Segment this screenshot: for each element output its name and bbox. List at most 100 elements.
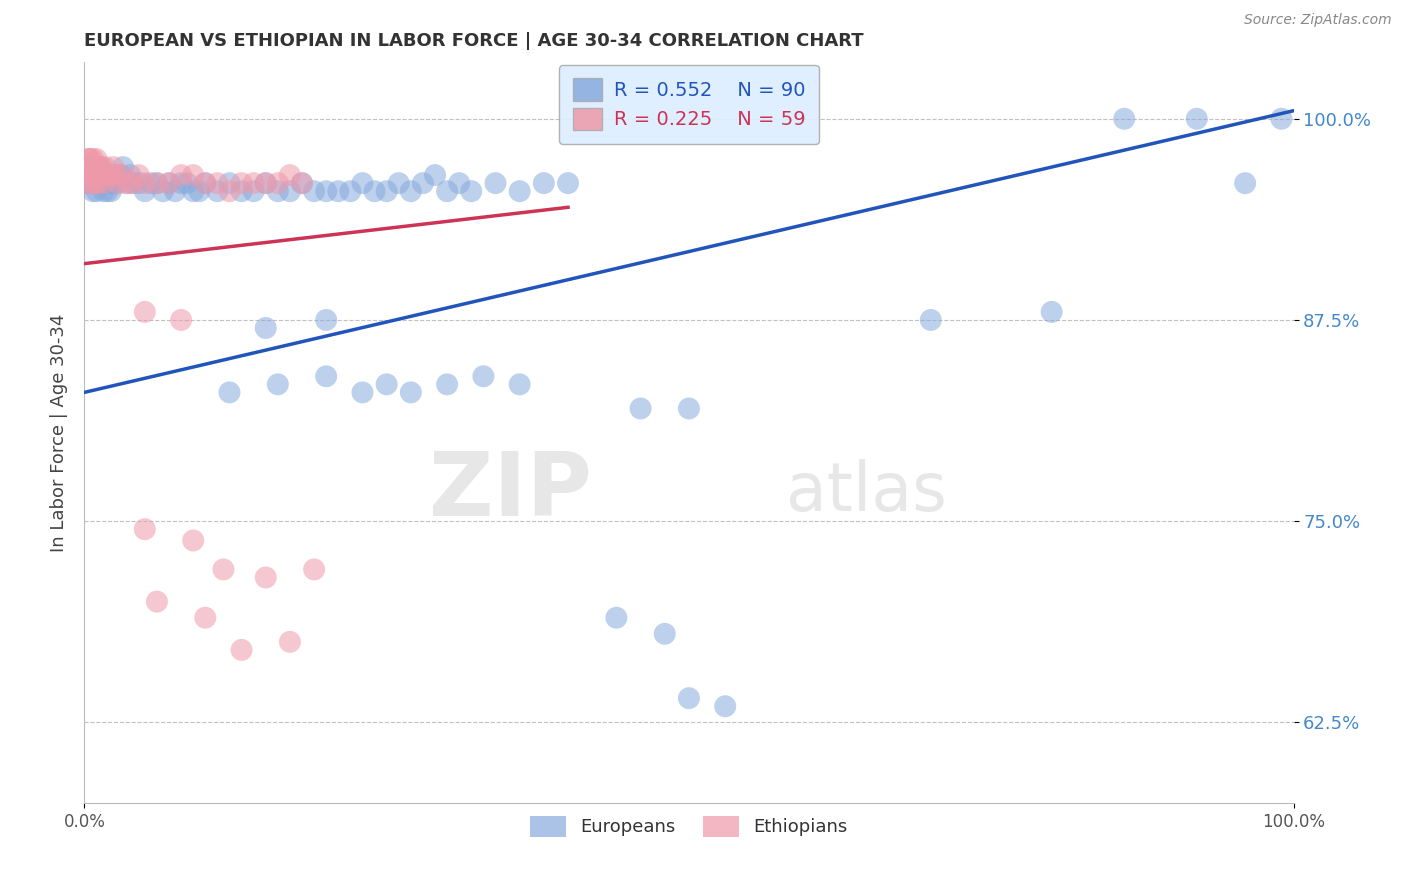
Point [93,184,115,198]
Point [436,184,458,198]
Text: Source: ZipAtlas.com: Source: ZipAtlas.com [1244,13,1392,28]
Point [170,168,193,182]
Point [267,377,290,392]
Point [107,176,129,190]
Point [146,176,169,190]
Point [231,643,253,657]
Point [115,176,138,190]
Point [170,176,193,190]
Point [86,168,108,182]
Point [436,377,458,392]
Point [484,176,506,190]
Point [242,176,264,190]
Point [315,313,337,327]
Point [89,176,111,190]
Point [165,184,187,198]
Point [278,168,301,182]
Point [218,385,240,400]
Point [509,184,531,198]
Point [94,176,117,190]
Point [86,176,108,190]
Point [82,152,104,166]
Point [605,611,627,625]
Point [101,176,124,190]
Legend: Europeans, Ethiopians: Europeans, Ethiopians [522,806,856,846]
Point [678,401,700,416]
Point [146,176,169,190]
Point [83,176,105,190]
Point [254,321,277,335]
Point [93,176,115,190]
Point [630,401,652,416]
Point [91,168,114,182]
Point [94,168,117,182]
Point [115,176,138,190]
Point [1270,112,1292,126]
Point [79,168,101,182]
Point [105,176,128,190]
Point [267,184,290,198]
Point [157,176,180,190]
Point [170,313,193,327]
Point [302,562,325,576]
Point [1234,176,1257,190]
Point [80,160,103,174]
Point [254,176,277,190]
Point [146,594,169,608]
Point [77,168,100,182]
Point [120,168,142,182]
Text: EUROPEAN VS ETHIOPIAN IN LABOR FORCE | AGE 30-34 CORRELATION CHART: EUROPEAN VS ETHIOPIAN IN LABOR FORCE | A… [84,32,863,50]
Point [339,184,361,198]
Point [82,168,104,182]
Point [509,377,531,392]
Point [315,369,337,384]
Point [90,160,112,174]
Point [134,522,156,536]
Point [278,184,301,198]
Point [207,184,229,198]
Point [920,313,942,327]
Point [181,184,204,198]
Point [533,176,555,190]
Point [96,168,118,182]
Text: atlas: atlas [786,458,946,524]
Point [460,184,482,198]
Point [181,533,204,548]
Point [84,160,107,174]
Point [194,611,217,625]
Point [79,152,101,166]
Point [152,184,174,198]
Point [79,176,101,190]
Point [86,184,108,198]
Point [176,176,198,190]
Point [267,176,290,190]
Point [104,168,127,182]
Point [80,160,103,174]
Point [121,176,143,190]
Point [110,168,132,182]
Point [472,369,495,384]
Point [86,160,108,174]
Point [80,176,103,190]
Point [90,176,112,190]
Point [82,184,104,198]
Point [231,184,253,198]
Point [315,184,337,198]
Point [218,176,240,190]
Point [231,176,253,190]
Point [139,176,162,190]
Point [77,160,100,174]
Point [83,176,105,190]
Point [1114,112,1136,126]
Point [84,160,107,174]
Point [76,176,98,190]
Point [82,168,104,182]
Point [254,176,277,190]
Point [218,184,240,198]
Point [128,168,150,182]
Point [98,176,121,190]
Point [291,176,314,190]
Point [134,305,156,319]
Point [352,176,374,190]
Point [86,176,108,190]
